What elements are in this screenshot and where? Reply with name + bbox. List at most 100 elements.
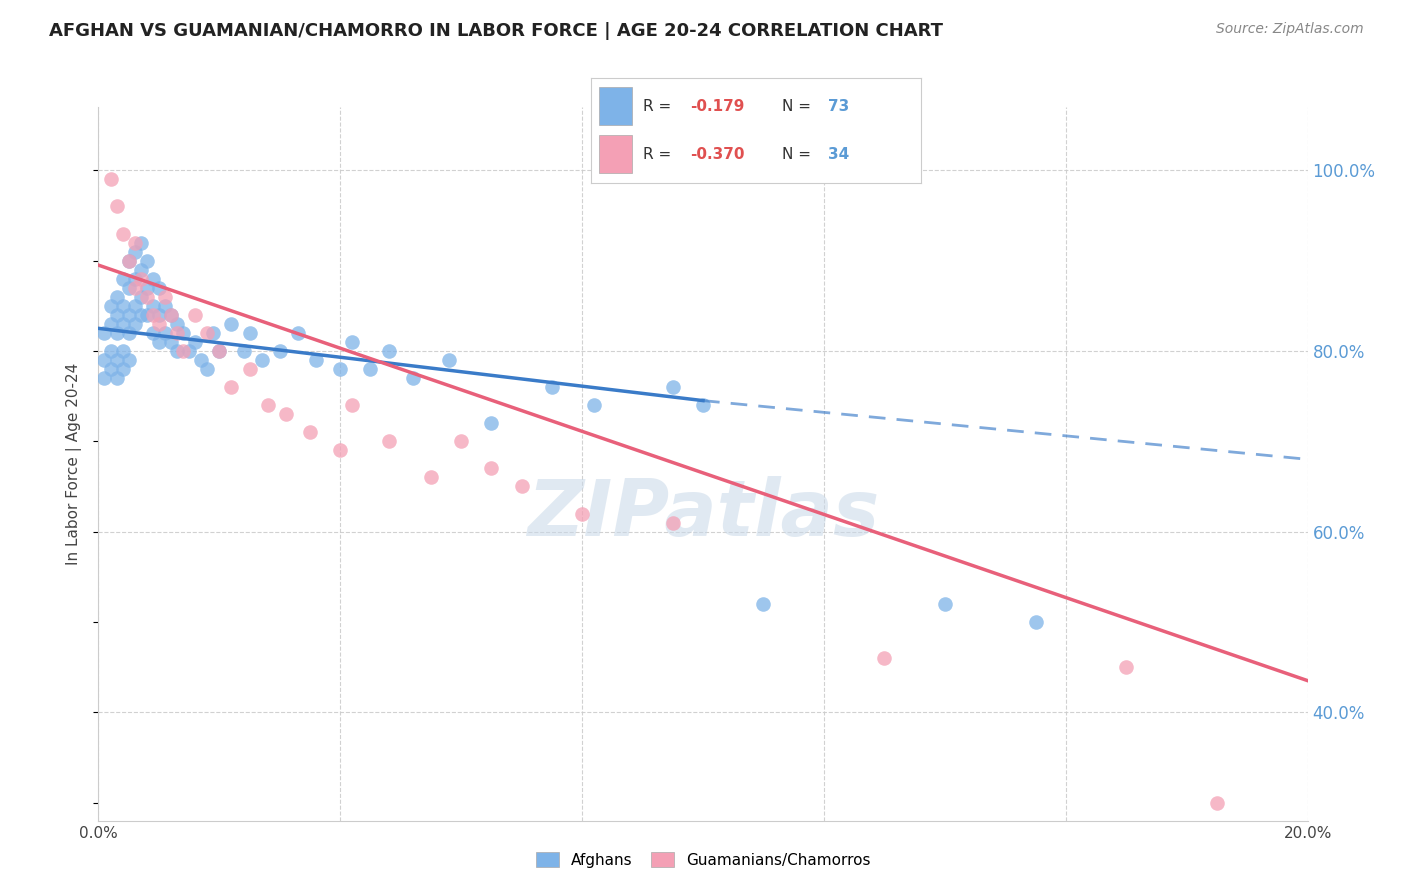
Text: AFGHAN VS GUAMANIAN/CHAMORRO IN LABOR FORCE | AGE 20-24 CORRELATION CHART: AFGHAN VS GUAMANIAN/CHAMORRO IN LABOR FO… [49, 22, 943, 40]
Point [129, 235, 152, 250]
Point [184, 334, 207, 349]
Point [692, 398, 714, 412]
Point [129, 308, 152, 322]
Point [377, 343, 399, 358]
Point [93, 371, 115, 385]
Point [135, 290, 157, 304]
Point [148, 308, 170, 322]
Point [135, 308, 157, 322]
Point [329, 443, 352, 458]
Point [105, 371, 128, 385]
Point [118, 308, 141, 322]
Point [208, 343, 231, 358]
Point [239, 326, 262, 340]
Point [105, 199, 128, 213]
Point [190, 353, 212, 368]
Point [269, 343, 291, 358]
Point [118, 326, 141, 340]
Point [100, 362, 122, 376]
Point [124, 271, 146, 285]
Point [179, 343, 201, 358]
Point [100, 299, 122, 313]
Point [934, 597, 956, 611]
Point [510, 479, 533, 493]
Text: ZIPatlas: ZIPatlas [527, 475, 879, 552]
Point [221, 380, 243, 394]
Point [118, 281, 141, 295]
Point [153, 326, 176, 340]
Point [142, 271, 165, 285]
Point [100, 317, 122, 331]
Point [481, 416, 503, 430]
Point [118, 253, 141, 268]
Point [124, 235, 146, 250]
FancyBboxPatch shape [599, 87, 631, 125]
Point [166, 343, 188, 358]
Point [1024, 615, 1046, 629]
Point [342, 334, 364, 349]
Text: Source: ZipAtlas.com: Source: ZipAtlas.com [1216, 22, 1364, 37]
Point [111, 271, 134, 285]
Point [1115, 660, 1137, 674]
Point [287, 326, 309, 340]
Point [105, 353, 128, 368]
Point [208, 343, 231, 358]
Point [420, 470, 443, 484]
Point [160, 308, 183, 322]
Point [142, 308, 165, 322]
Point [100, 343, 122, 358]
Text: 34: 34 [828, 147, 849, 162]
Point [166, 326, 188, 340]
Point [135, 281, 157, 295]
Point [1206, 796, 1229, 810]
Point [124, 244, 146, 259]
Point [118, 353, 141, 368]
Text: -0.370: -0.370 [690, 147, 744, 162]
Point [111, 317, 134, 331]
Point [93, 353, 115, 368]
Point [129, 262, 152, 277]
Text: N =: N = [782, 147, 815, 162]
Point [450, 434, 472, 449]
Point [202, 326, 225, 340]
Point [111, 227, 134, 241]
Point [105, 290, 128, 304]
Point [662, 516, 685, 530]
Point [124, 317, 146, 331]
Point [105, 326, 128, 340]
Text: N =: N = [782, 98, 815, 113]
Point [135, 253, 157, 268]
Point [662, 380, 685, 394]
Point [752, 597, 775, 611]
Legend: Afghans, Guamanians/Chamorros: Afghans, Guamanians/Chamorros [530, 846, 876, 873]
Point [239, 362, 262, 376]
Point [402, 371, 425, 385]
Point [153, 299, 176, 313]
Point [111, 299, 134, 313]
Text: -0.179: -0.179 [690, 98, 744, 113]
Point [160, 308, 183, 322]
Point [124, 299, 146, 313]
Point [172, 343, 194, 358]
Point [166, 317, 188, 331]
Point [873, 651, 896, 665]
Point [232, 343, 254, 358]
Point [148, 281, 170, 295]
Text: R =: R = [644, 147, 676, 162]
Y-axis label: In Labor Force | Age 20-24: In Labor Force | Age 20-24 [66, 363, 83, 565]
FancyBboxPatch shape [599, 136, 631, 173]
Point [129, 290, 152, 304]
Point [329, 362, 352, 376]
Point [100, 172, 122, 186]
Point [111, 343, 134, 358]
Point [129, 271, 152, 285]
Point [153, 290, 176, 304]
Point [377, 434, 399, 449]
Point [142, 326, 165, 340]
Point [105, 308, 128, 322]
Point [160, 334, 183, 349]
Point [111, 362, 134, 376]
Point [124, 281, 146, 295]
Point [118, 253, 141, 268]
Point [148, 334, 170, 349]
